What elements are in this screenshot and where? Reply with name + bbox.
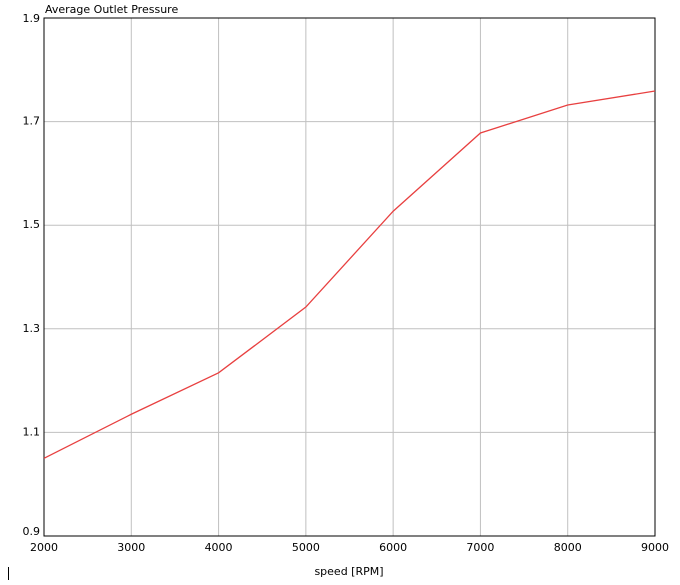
- x-tick-label: 4000: [205, 541, 233, 554]
- y-tick-label: 0.9: [23, 525, 41, 538]
- x-tick-label: 7000: [466, 541, 494, 554]
- y-tick-label: 1.1: [23, 425, 41, 438]
- y-tick-label: 1.7: [23, 115, 41, 128]
- x-tick-label: 9000: [641, 541, 669, 554]
- data-line: [43, 90, 656, 459]
- y-tick-label: 1.5: [23, 218, 41, 231]
- y-tick-label: 1.9: [23, 12, 41, 25]
- x-tick-label: 3000: [117, 541, 145, 554]
- chart-title: Average Outlet Pressure: [45, 3, 178, 16]
- x-axis-label: speed [RPM]: [314, 565, 383, 578]
- x-tick-label: 8000: [554, 541, 582, 554]
- x-tick-label: 5000: [292, 541, 320, 554]
- plot-frame: [43, 17, 656, 537]
- x-tick-label: 6000: [379, 541, 407, 554]
- y-tick-label: 1.3: [23, 322, 41, 335]
- x-tick-label: 2000: [30, 541, 58, 554]
